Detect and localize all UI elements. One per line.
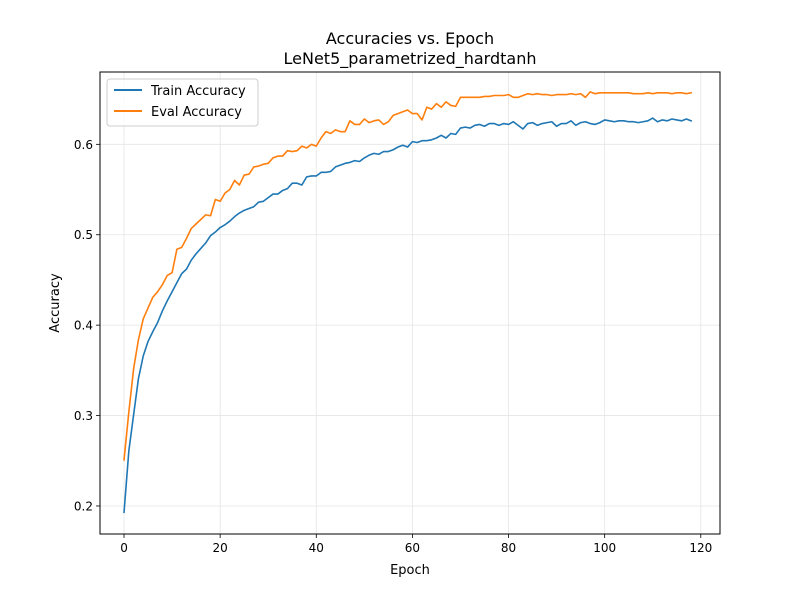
legend: Train Accuracy Eval Accuracy xyxy=(106,78,259,127)
x-axis-ticks: 0 20 40 60 80 100 120 xyxy=(120,534,712,555)
y-axis-label: Accuracy xyxy=(48,273,63,333)
grid xyxy=(100,72,720,534)
y-tick-label: 0.6 xyxy=(74,138,93,152)
chart-subtitle: LeNet5_parametrized_hardtanh xyxy=(284,49,537,69)
chart-title: Accuracies vs. Epoch xyxy=(326,29,494,48)
legend-label-eval-accuracy: Eval Accuracy xyxy=(151,105,242,120)
plot-area-frame xyxy=(99,71,721,535)
x-tick-label: 120 xyxy=(689,541,712,555)
x-tick-label: 100 xyxy=(593,541,616,555)
series-lines xyxy=(123,91,693,514)
x-tick-label: 80 xyxy=(501,541,516,555)
legend-label-train-accuracy: Train Accuracy xyxy=(150,84,246,99)
x-tick-label: 20 xyxy=(213,541,228,555)
y-axis-ticks: 0.2 0.3 0.4 0.5 0.6 xyxy=(74,138,100,513)
y-tick-label: 0.5 xyxy=(74,228,93,242)
x-tick-label: 0 xyxy=(120,541,128,555)
y-tick-label: 0.2 xyxy=(74,499,93,513)
series-line-train-accuracy xyxy=(123,117,693,514)
x-tick-label: 60 xyxy=(405,541,420,555)
y-tick-label: 0.3 xyxy=(74,409,93,423)
series-line-eval-accuracy xyxy=(123,91,693,461)
x-axis-label: Epoch xyxy=(390,563,430,578)
legend-box xyxy=(106,78,259,127)
y-tick-label: 0.4 xyxy=(74,319,93,333)
x-tick-label: 40 xyxy=(309,541,324,555)
